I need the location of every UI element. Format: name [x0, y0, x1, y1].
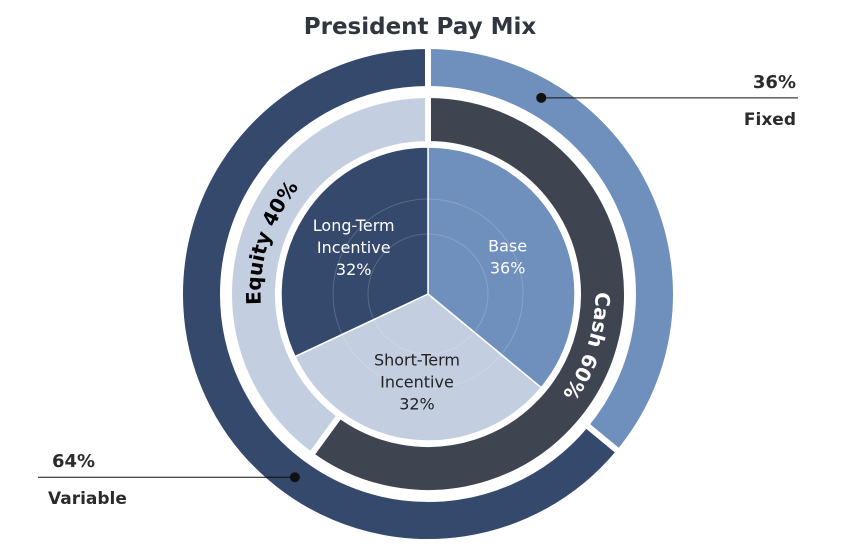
- inner-label-long-term-incentive-line-2: Incentive: [317, 238, 391, 257]
- chart-title: President Pay Mix: [304, 14, 537, 40]
- middle-slice-cash: [306, 91, 630, 496]
- callout-name-variable: Variable: [48, 489, 127, 509]
- callout-value-variable: 64%: [52, 451, 95, 472]
- inner-slice-base: [427, 146, 576, 389]
- inner-label-base-line-1: Base: [488, 237, 527, 256]
- inner-slice-short-term-incentive: [293, 293, 543, 442]
- outer-slice-variable: [177, 42, 624, 545]
- inner-label-short-term-incentive-line-1: Short-Term: [374, 350, 460, 369]
- callout-value-fixed: 36%: [753, 72, 796, 93]
- callouts-layer: 36% Fixed 64% Variable: [38, 72, 798, 509]
- inner-label-long-term-incentive-line-3: 32%: [336, 260, 372, 279]
- inner-guide-circle: [367, 233, 489, 355]
- inner-guide-circle: [332, 198, 524, 390]
- inner-slice-long-term-incentive: [280, 146, 429, 358]
- inner-label-short-term-incentive-line-2: Incentive: [380, 372, 454, 391]
- callout-name-fixed: Fixed: [744, 110, 796, 130]
- middle-slice-equity: [226, 91, 431, 460]
- inner-label-long-term-incentive-line-1: Long-Term: [313, 216, 395, 235]
- inner-label-short-term-incentive-line-3: 32%: [399, 394, 435, 413]
- rings-layer: [177, 42, 679, 545]
- inner-label-base-line-2: 36%: [490, 259, 526, 278]
